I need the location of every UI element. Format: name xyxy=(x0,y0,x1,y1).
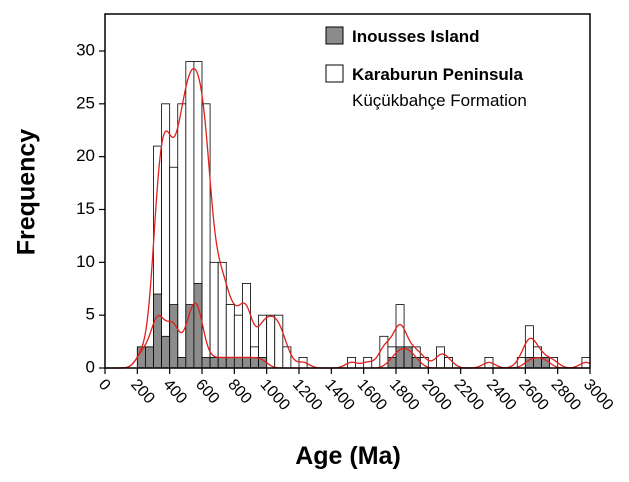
bar xyxy=(266,314,276,369)
bar xyxy=(242,357,251,369)
bar xyxy=(217,357,227,369)
legend-swatch xyxy=(325,64,344,83)
bar xyxy=(233,357,243,369)
x-tick-label: 1600 xyxy=(354,376,391,414)
y-axis-title: Frequency xyxy=(13,129,41,256)
density-curve xyxy=(105,67,591,369)
x-tick-label: 2600 xyxy=(515,376,552,414)
legend-note: Küçükbahçe Formation xyxy=(352,91,527,110)
x-tick-label: 2200 xyxy=(451,376,488,414)
x-tick-label: 1800 xyxy=(386,376,423,414)
y-tick-label: 5 xyxy=(86,305,95,324)
x-axis-title: Age (Ma) xyxy=(295,442,401,470)
bar xyxy=(209,357,219,369)
x-tick-label: 400 xyxy=(160,376,191,407)
y-tick-label: 15 xyxy=(76,199,95,218)
x-tick-label: 800 xyxy=(224,376,255,407)
bar xyxy=(193,283,203,369)
x-tick-label: 1400 xyxy=(321,376,358,414)
x-tick-label: 2000 xyxy=(418,376,455,414)
legend: Inousses Island Karaburun Peninsula Küçü… xyxy=(325,26,527,110)
bar xyxy=(153,293,162,369)
bar xyxy=(242,283,251,369)
bar xyxy=(436,346,445,369)
bar xyxy=(201,357,211,369)
x-tick-label: 2400 xyxy=(483,376,520,414)
bar xyxy=(411,357,421,369)
x-tick-label: 2800 xyxy=(548,376,585,414)
x-tick-label: 1000 xyxy=(257,376,294,414)
y-tick-label: 10 xyxy=(76,252,95,271)
bar xyxy=(177,357,187,369)
bar xyxy=(250,357,259,369)
x-tick-label: 3000 xyxy=(580,376,617,414)
legend-label: Inousses Island xyxy=(352,27,480,46)
y-tick-label: 0 xyxy=(86,357,95,376)
y-tick-label: 30 xyxy=(76,40,95,59)
x-tick-label: 600 xyxy=(192,376,223,407)
bar xyxy=(161,103,171,369)
plot-frame xyxy=(104,13,591,369)
bar xyxy=(169,304,179,369)
x-tick-label: 200 xyxy=(127,376,158,407)
x-tick-label: 0 xyxy=(95,376,114,394)
bar xyxy=(444,357,453,369)
legend-swatch xyxy=(325,26,344,45)
y-tick-label: 25 xyxy=(76,93,95,112)
bar xyxy=(209,261,219,369)
legend-label: Karaburun Peninsula xyxy=(352,65,524,84)
bar xyxy=(145,346,154,369)
bar xyxy=(533,357,542,369)
bar xyxy=(225,357,235,369)
y-tick-label: 20 xyxy=(76,146,95,165)
bar xyxy=(161,335,171,369)
bar xyxy=(387,357,397,369)
x-tick-label: 1200 xyxy=(289,376,326,414)
